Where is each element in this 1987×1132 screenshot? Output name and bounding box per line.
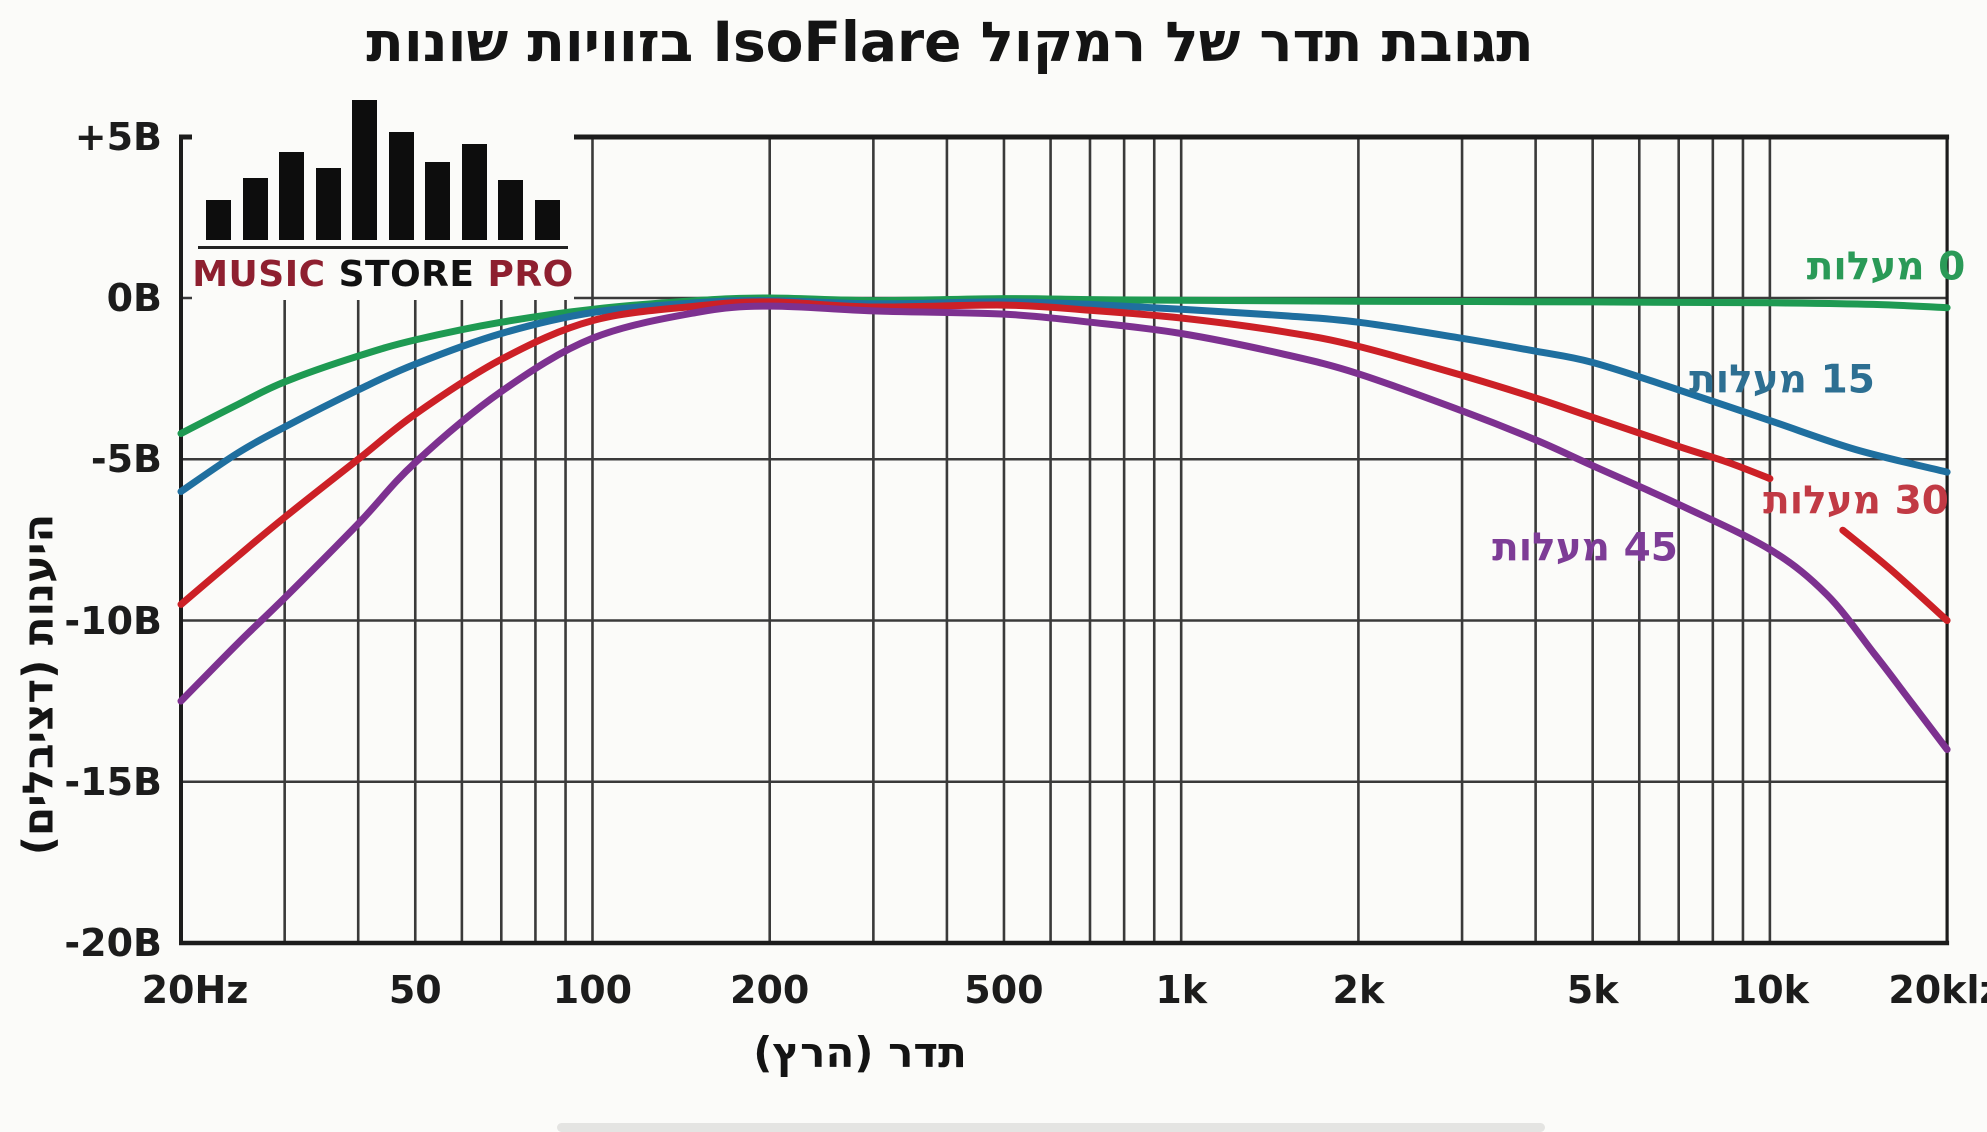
curve-label-45deg: 45 מעלות bbox=[1492, 525, 1678, 571]
curve-label-15deg: 15 מעלות bbox=[1689, 357, 1875, 403]
equalizer-bar bbox=[388, 132, 414, 240]
y-tick-label: -10B bbox=[64, 598, 162, 643]
x-tick-label: 5k bbox=[1566, 968, 1619, 1012]
equalizer-bar bbox=[425, 162, 451, 240]
equalizer-bar bbox=[352, 100, 378, 240]
equalizer-bar bbox=[206, 200, 231, 240]
equalizer-bar bbox=[498, 180, 524, 240]
equalizer-bar bbox=[315, 168, 341, 240]
equalizer-bars-icon bbox=[206, 96, 560, 240]
x-tick-label: 2k bbox=[1332, 968, 1385, 1012]
logo-text: MUSIC STORE PRO bbox=[192, 254, 574, 295]
logo-word-pro: PRO bbox=[487, 254, 574, 295]
curve-30deg bbox=[177, 298, 1774, 608]
logo-word-music: MUSIC bbox=[192, 254, 326, 295]
x-tick-label: 100 bbox=[552, 968, 633, 1012]
equalizer-bar bbox=[534, 200, 560, 240]
logo-divider bbox=[198, 246, 568, 249]
bottom-strip bbox=[557, 1123, 1545, 1132]
equalizer-bar bbox=[279, 152, 305, 240]
x-tick-label: 50 bbox=[388, 968, 442, 1012]
curve-label-30deg: 30 מעלות bbox=[1763, 478, 1949, 524]
chart-title: תגובת תדר של רמקול IsoFlare בזוויות שונו… bbox=[366, 10, 1534, 74]
x-axis-title: תדר (הרץ) bbox=[753, 1028, 967, 1077]
x-tick-label: 10k bbox=[1730, 968, 1809, 1012]
y-tick-label: -20B bbox=[64, 921, 162, 965]
curve-30deg bbox=[1839, 526, 1951, 624]
x-tick-label: 200 bbox=[730, 968, 810, 1012]
y-tick-label: -5B bbox=[90, 437, 162, 482]
x-tick-label: 20Hz bbox=[141, 968, 249, 1012]
x-tick-label: 1k bbox=[1155, 968, 1208, 1012]
curve-label-0deg: 0 מעלות bbox=[1806, 244, 1966, 290]
equalizer-bar bbox=[242, 178, 268, 240]
y-tick-label: 0B bbox=[106, 276, 162, 320]
curve-45deg bbox=[177, 302, 1951, 753]
x-tick-label: 20klz bbox=[1888, 968, 1987, 1012]
music-store-pro-logo: MUSIC STORE PRO bbox=[192, 88, 574, 300]
x-tick-label: 500 bbox=[964, 968, 1044, 1012]
curve-15deg bbox=[177, 297, 1951, 495]
equalizer-bar bbox=[461, 144, 487, 240]
y-tick-label: +5B bbox=[74, 114, 162, 159]
plot-frame bbox=[179, 134, 1950, 946]
logo-word-store: STORE bbox=[338, 254, 475, 295]
curve-layer bbox=[177, 294, 1951, 753]
y-tick-label: -15B bbox=[64, 759, 162, 804]
